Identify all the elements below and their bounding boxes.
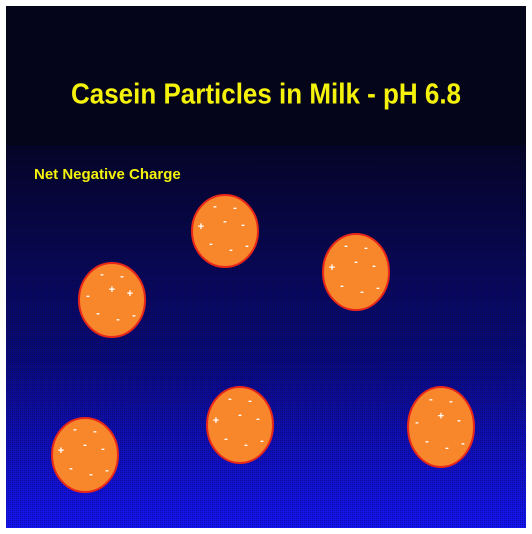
charge-sign: - (376, 282, 380, 294)
charge-sign: - (223, 215, 227, 227)
particle: --+----- (52, 418, 118, 492)
charge-sign: - (224, 433, 228, 445)
charge-sign: - (105, 464, 109, 476)
charge-sign: - (445, 442, 449, 454)
charge-sign: - (415, 417, 419, 429)
charge-sign: - (86, 290, 90, 302)
charge-sign: - (248, 395, 252, 407)
charge-sign: - (241, 219, 245, 231)
charge-sign: - (233, 202, 237, 214)
charge-sign: - (69, 463, 73, 475)
charge-sign: + (58, 445, 64, 457)
charge-sign: - (340, 280, 344, 292)
charge-sign: - (457, 415, 461, 427)
charge-sign: + (213, 415, 219, 427)
charge-sign: - (89, 468, 93, 480)
charge-sign: - (228, 393, 232, 405)
charge-sign: + (438, 410, 444, 422)
charge-sign: + (198, 221, 204, 233)
charge-sign: - (100, 269, 104, 281)
slide: Casein Particles in Milk - pH 6.8 Net Ne… (0, 0, 532, 534)
charge-sign: - (449, 396, 453, 408)
charge-sign: - (245, 240, 249, 252)
charge-sign: - (344, 240, 348, 252)
charge-sign: - (229, 244, 233, 256)
charge-sign: - (364, 242, 368, 254)
particle: --+----- (192, 195, 258, 267)
charge-sign: - (93, 426, 97, 438)
charge-sign: + (109, 284, 115, 296)
charge-sign: - (116, 313, 120, 325)
charge-sign: - (238, 409, 242, 421)
charge-sign: - (354, 256, 358, 268)
charge-sign: - (213, 200, 217, 212)
charge-sign: - (256, 413, 260, 425)
title: Casein Particles in Milk - pH 6.8 (71, 79, 461, 111)
particle: --+----- (207, 387, 273, 463)
charge-sign: - (260, 435, 264, 447)
particle: --+----- (323, 234, 389, 310)
particle: ---++--- (79, 263, 145, 337)
charge-sign: - (360, 286, 364, 298)
charge-sign: - (425, 436, 429, 448)
charge-sign: - (73, 424, 77, 436)
charge-sign: - (429, 394, 433, 406)
subtitle: Net Negative Charge (34, 166, 181, 183)
charge-sign: - (101, 443, 105, 455)
charge-sign: + (329, 262, 335, 274)
particle: ---+---- (408, 387, 474, 467)
charge-sign: - (96, 308, 100, 320)
charge-sign: - (461, 438, 465, 450)
charge-sign: - (83, 439, 87, 451)
charge-sign: - (372, 260, 376, 272)
charge-sign: - (120, 271, 124, 283)
charge-sign: + (127, 288, 133, 300)
charge-sign: - (209, 238, 213, 250)
charge-sign: - (244, 439, 248, 451)
charge-sign: - (132, 309, 136, 321)
